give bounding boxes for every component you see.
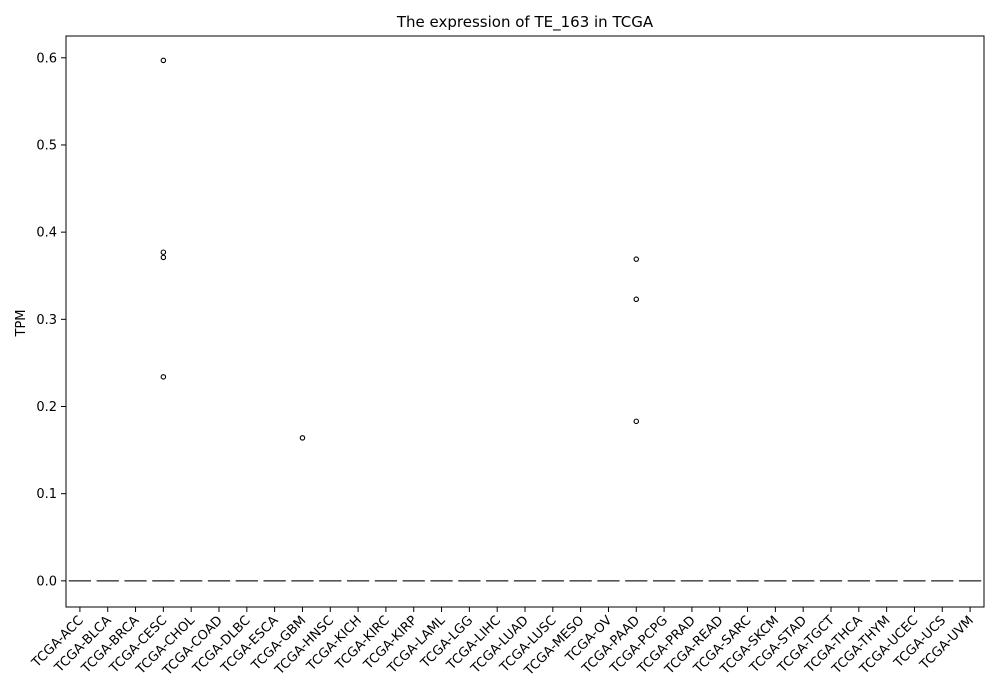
- outlier-point: [633, 296, 640, 303]
- y-tick-label: 0.2: [36, 400, 57, 415]
- outlier-point: [299, 435, 306, 441]
- y-tick-label: 0.0: [36, 574, 57, 589]
- x-axis: TCGA-ACCTCGA-BLCATCGA-BRCATCGA-CESCTCGA-…: [29, 607, 977, 679]
- plot-area-frame: [65, 35, 985, 608]
- y-axis-label: TPM: [14, 310, 29, 338]
- outlier-point: [160, 249, 167, 255]
- y-tick-label: 0.3: [36, 313, 57, 328]
- chart-title: The expression of TE_163 in TCGA: [396, 13, 654, 32]
- y-tick-label: 0.6: [36, 51, 57, 66]
- y-tick-label: 0.4: [36, 226, 57, 241]
- y-axis: 0.0 0.1 0.2 0.3 0.4 0.5 0.6: [36, 51, 66, 589]
- y-tick-label: 0.1: [36, 487, 57, 502]
- outlier-point: [160, 254, 167, 261]
- outlier-point: [633, 256, 640, 262]
- y-tick-label: 0.5: [36, 138, 57, 153]
- outlier-point: [160, 57, 167, 64]
- outlier-point: [160, 374, 167, 380]
- outliers-group: [160, 57, 640, 441]
- outlier-point: [633, 418, 640, 425]
